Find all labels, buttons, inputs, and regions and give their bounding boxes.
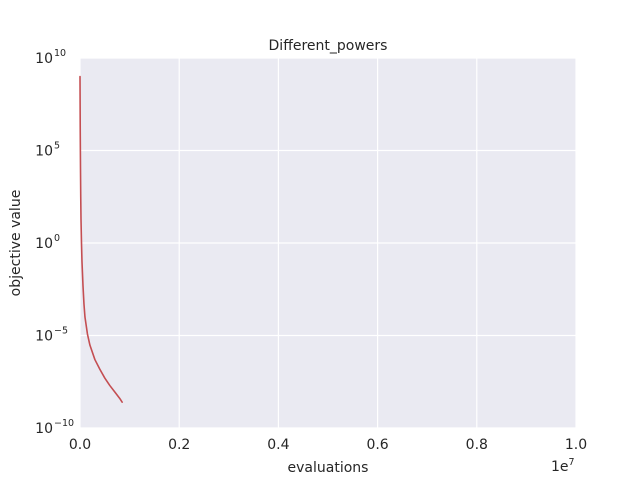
x-axis-label: evaluations [288,460,369,476]
x-tick-label-4: 0.8 [466,437,488,453]
series-group [79,75,123,403]
y-tick-base-1: 10 [35,144,53,160]
y-axis-label: objective value [8,190,24,297]
x-offset-base: 1e [551,459,569,475]
x-offset-exp: 7 [569,457,575,468]
y-tick-label-2: 10 [35,236,53,252]
y-tick-exp-4: −10 [54,418,74,429]
y-tick-exp-0: 10 [54,48,66,59]
y-tick-label-4: 10 [35,421,53,437]
chart-title: Different_powers [269,38,388,54]
y-tick-base-0: 10 [35,51,53,67]
x-tick-label-1: 0.2 [168,437,190,453]
y-tick-base-3: 10 [35,329,53,345]
x-offset-label: 1e7 [551,457,575,475]
y-tick-label-0: 10 [35,51,53,67]
x-tick-labels: 0.0 0.2 0.4 0.6 0.8 1.0 [69,437,587,453]
x-tick-label-2: 0.4 [267,437,289,453]
y-tick-exp-2: 0 [54,233,60,244]
grid [79,57,577,429]
y-tick-label-1: 10 [35,144,53,160]
y-tick-exp-1: 5 [54,141,60,152]
y-tick-base-4: 10 [35,421,53,437]
x-tick-label-5: 1.0 [565,437,587,453]
series-line-0 [79,75,123,403]
x-tick-label-3: 0.6 [366,437,388,453]
y-tick-label-3: 10 [35,329,53,345]
y-tick-base-2: 10 [35,236,53,252]
y-tick-exp-3: −5 [54,326,68,337]
x-tick-label-0: 0.0 [69,437,91,453]
